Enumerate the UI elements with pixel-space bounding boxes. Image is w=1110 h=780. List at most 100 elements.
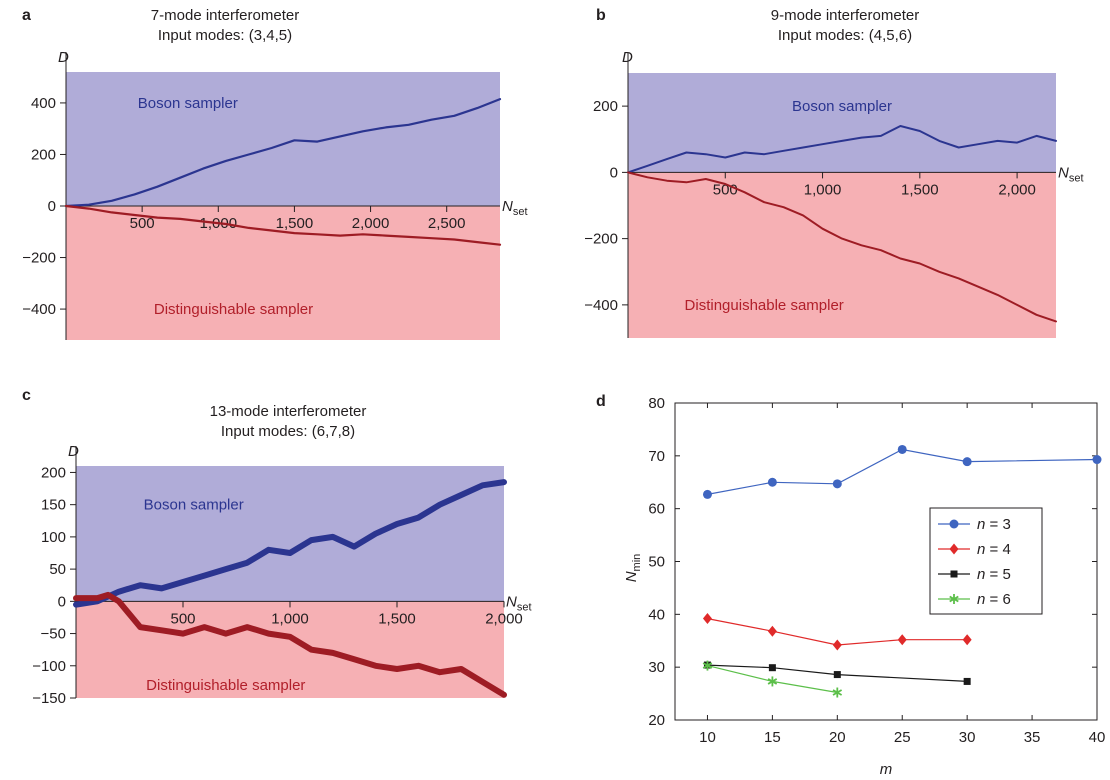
y-axis-label: Nmin xyxy=(623,554,643,583)
series-n-5 xyxy=(703,661,971,685)
x-tick-label: 1,500 xyxy=(901,181,939,198)
chart-subtitle: Input modes: (6,7,8) xyxy=(221,423,355,440)
y-tick-label: 150 xyxy=(41,497,66,514)
legend-label: n = 3 xyxy=(977,516,1011,533)
series-line xyxy=(707,448,1098,495)
y-tick-label: 0 xyxy=(610,164,618,181)
data-point-stroke xyxy=(832,689,843,696)
data-point xyxy=(962,634,972,646)
series-n-4 xyxy=(702,613,972,651)
panel-label: a xyxy=(22,7,31,24)
x-tick-label: 2,500 xyxy=(428,215,466,232)
region-label-distinguishable: Distinguishable sampler xyxy=(146,677,305,694)
x-tick-label: 500 xyxy=(130,215,155,232)
y-tick-label: 70 xyxy=(648,448,665,465)
y-tick-label: −400 xyxy=(584,297,618,314)
x-axis-label: m xyxy=(880,761,893,778)
series-line-boson xyxy=(627,125,1057,174)
data-point xyxy=(949,519,959,529)
panel-label: c xyxy=(22,387,31,404)
x-tick-label: 2,000 xyxy=(998,181,1036,198)
series-line-distinguishable xyxy=(627,171,1057,323)
region-label-boson: Boson sampler xyxy=(138,95,238,112)
x-axis-label: Nset xyxy=(506,593,532,613)
data-point xyxy=(702,660,713,671)
y-tick-label: −400 xyxy=(22,301,56,318)
data-point xyxy=(949,543,959,555)
legend: n = 3 n = 4 n = 5 n = 6 xyxy=(929,507,1043,615)
legend-item-n-4: n = 4 xyxy=(938,541,1011,558)
region-label-boson: Boson sampler xyxy=(792,98,892,115)
y-axis-label: D xyxy=(58,49,69,66)
y-tick-label: 200 xyxy=(41,464,66,481)
chart-title: 13-mode interferometer xyxy=(210,403,367,420)
x-tick-label: 1,000 xyxy=(271,610,309,627)
y-tick-label: 60 xyxy=(648,501,665,518)
panel-a: a 7-mode interferometer Input modes: (3,4,… xyxy=(22,7,528,340)
chart-subtitle: Input modes: (3,4,5) xyxy=(158,27,292,44)
data-point xyxy=(832,479,842,489)
x-axis-label: Nset xyxy=(1058,164,1084,184)
y-tick-label: 0 xyxy=(48,198,56,215)
data-point xyxy=(768,664,776,672)
y-axis-label: D xyxy=(68,443,79,460)
series-line-distinguishable xyxy=(64,204,502,246)
x-tick-label: 500 xyxy=(170,610,195,627)
x-tick-label: 40 xyxy=(1089,729,1106,746)
region-distinguishable xyxy=(66,206,500,340)
region-boson xyxy=(66,72,500,206)
x-tick-label: 10 xyxy=(699,729,716,746)
region-distinguishable xyxy=(76,601,504,698)
region-label-distinguishable: Distinguishable sampler xyxy=(685,297,844,314)
data-point xyxy=(962,457,972,467)
y-tick-label: 20 xyxy=(648,712,665,729)
x-tick-label: 1,000 xyxy=(804,181,842,198)
y-tick-label: 30 xyxy=(648,659,665,676)
y-tick-label: 0 xyxy=(58,593,66,610)
y-tick-label: 200 xyxy=(31,146,56,163)
y-tick-label: −200 xyxy=(584,231,618,248)
x-tick-label: 15 xyxy=(764,729,781,746)
chart-title: 9-mode interferometer xyxy=(771,7,919,24)
chart-title: 7-mode interferometer xyxy=(151,7,299,24)
x-tick-label: 20 xyxy=(829,729,846,746)
panel-label: b xyxy=(596,7,606,24)
y-axis-label: D xyxy=(622,49,633,66)
y-tick-label: 200 xyxy=(593,98,618,115)
x-axis-label: Nset xyxy=(502,198,528,218)
y-tick-label: 100 xyxy=(41,529,66,546)
series-line-boson xyxy=(73,479,507,608)
data-point xyxy=(963,677,971,685)
x-tick-label: 1,500 xyxy=(276,215,314,232)
y-tick-label: 400 xyxy=(31,95,56,112)
data-point-stroke xyxy=(767,678,778,685)
region-label-boson: Boson sampler xyxy=(144,497,244,514)
x-tick-label: 30 xyxy=(959,729,976,746)
x-tick-label: 2,000 xyxy=(352,215,390,232)
y-tick-label: −200 xyxy=(22,250,56,267)
y-tick-label: 80 xyxy=(648,395,665,412)
data-point xyxy=(702,489,712,499)
y-tick-label: 50 xyxy=(49,561,66,578)
data-point xyxy=(832,639,842,651)
data-point xyxy=(767,625,777,637)
series-n-6 xyxy=(702,660,843,698)
series-line-distinguishable xyxy=(73,591,507,698)
panel-c: c 13-mode interferometer Input modes: (6,7… xyxy=(22,387,532,707)
x-tick-label: 1,500 xyxy=(378,610,416,627)
chart-subtitle: Input modes: (4,5,6) xyxy=(778,27,912,44)
data-point-stroke xyxy=(949,595,959,603)
region-boson xyxy=(628,73,1056,173)
y-tick-label: −50 xyxy=(41,626,66,643)
data-point xyxy=(950,570,958,578)
legend-label: n = 6 xyxy=(977,591,1011,608)
series-line-boson xyxy=(64,97,502,208)
region-label-distinguishable: Distinguishable sampler xyxy=(154,301,313,318)
panel-label: d xyxy=(596,393,606,410)
legend-label: n = 5 xyxy=(977,566,1011,583)
series-line xyxy=(707,664,968,682)
data-point xyxy=(897,634,907,646)
legend-box xyxy=(929,507,1043,615)
y-tick-label: −150 xyxy=(32,690,66,707)
